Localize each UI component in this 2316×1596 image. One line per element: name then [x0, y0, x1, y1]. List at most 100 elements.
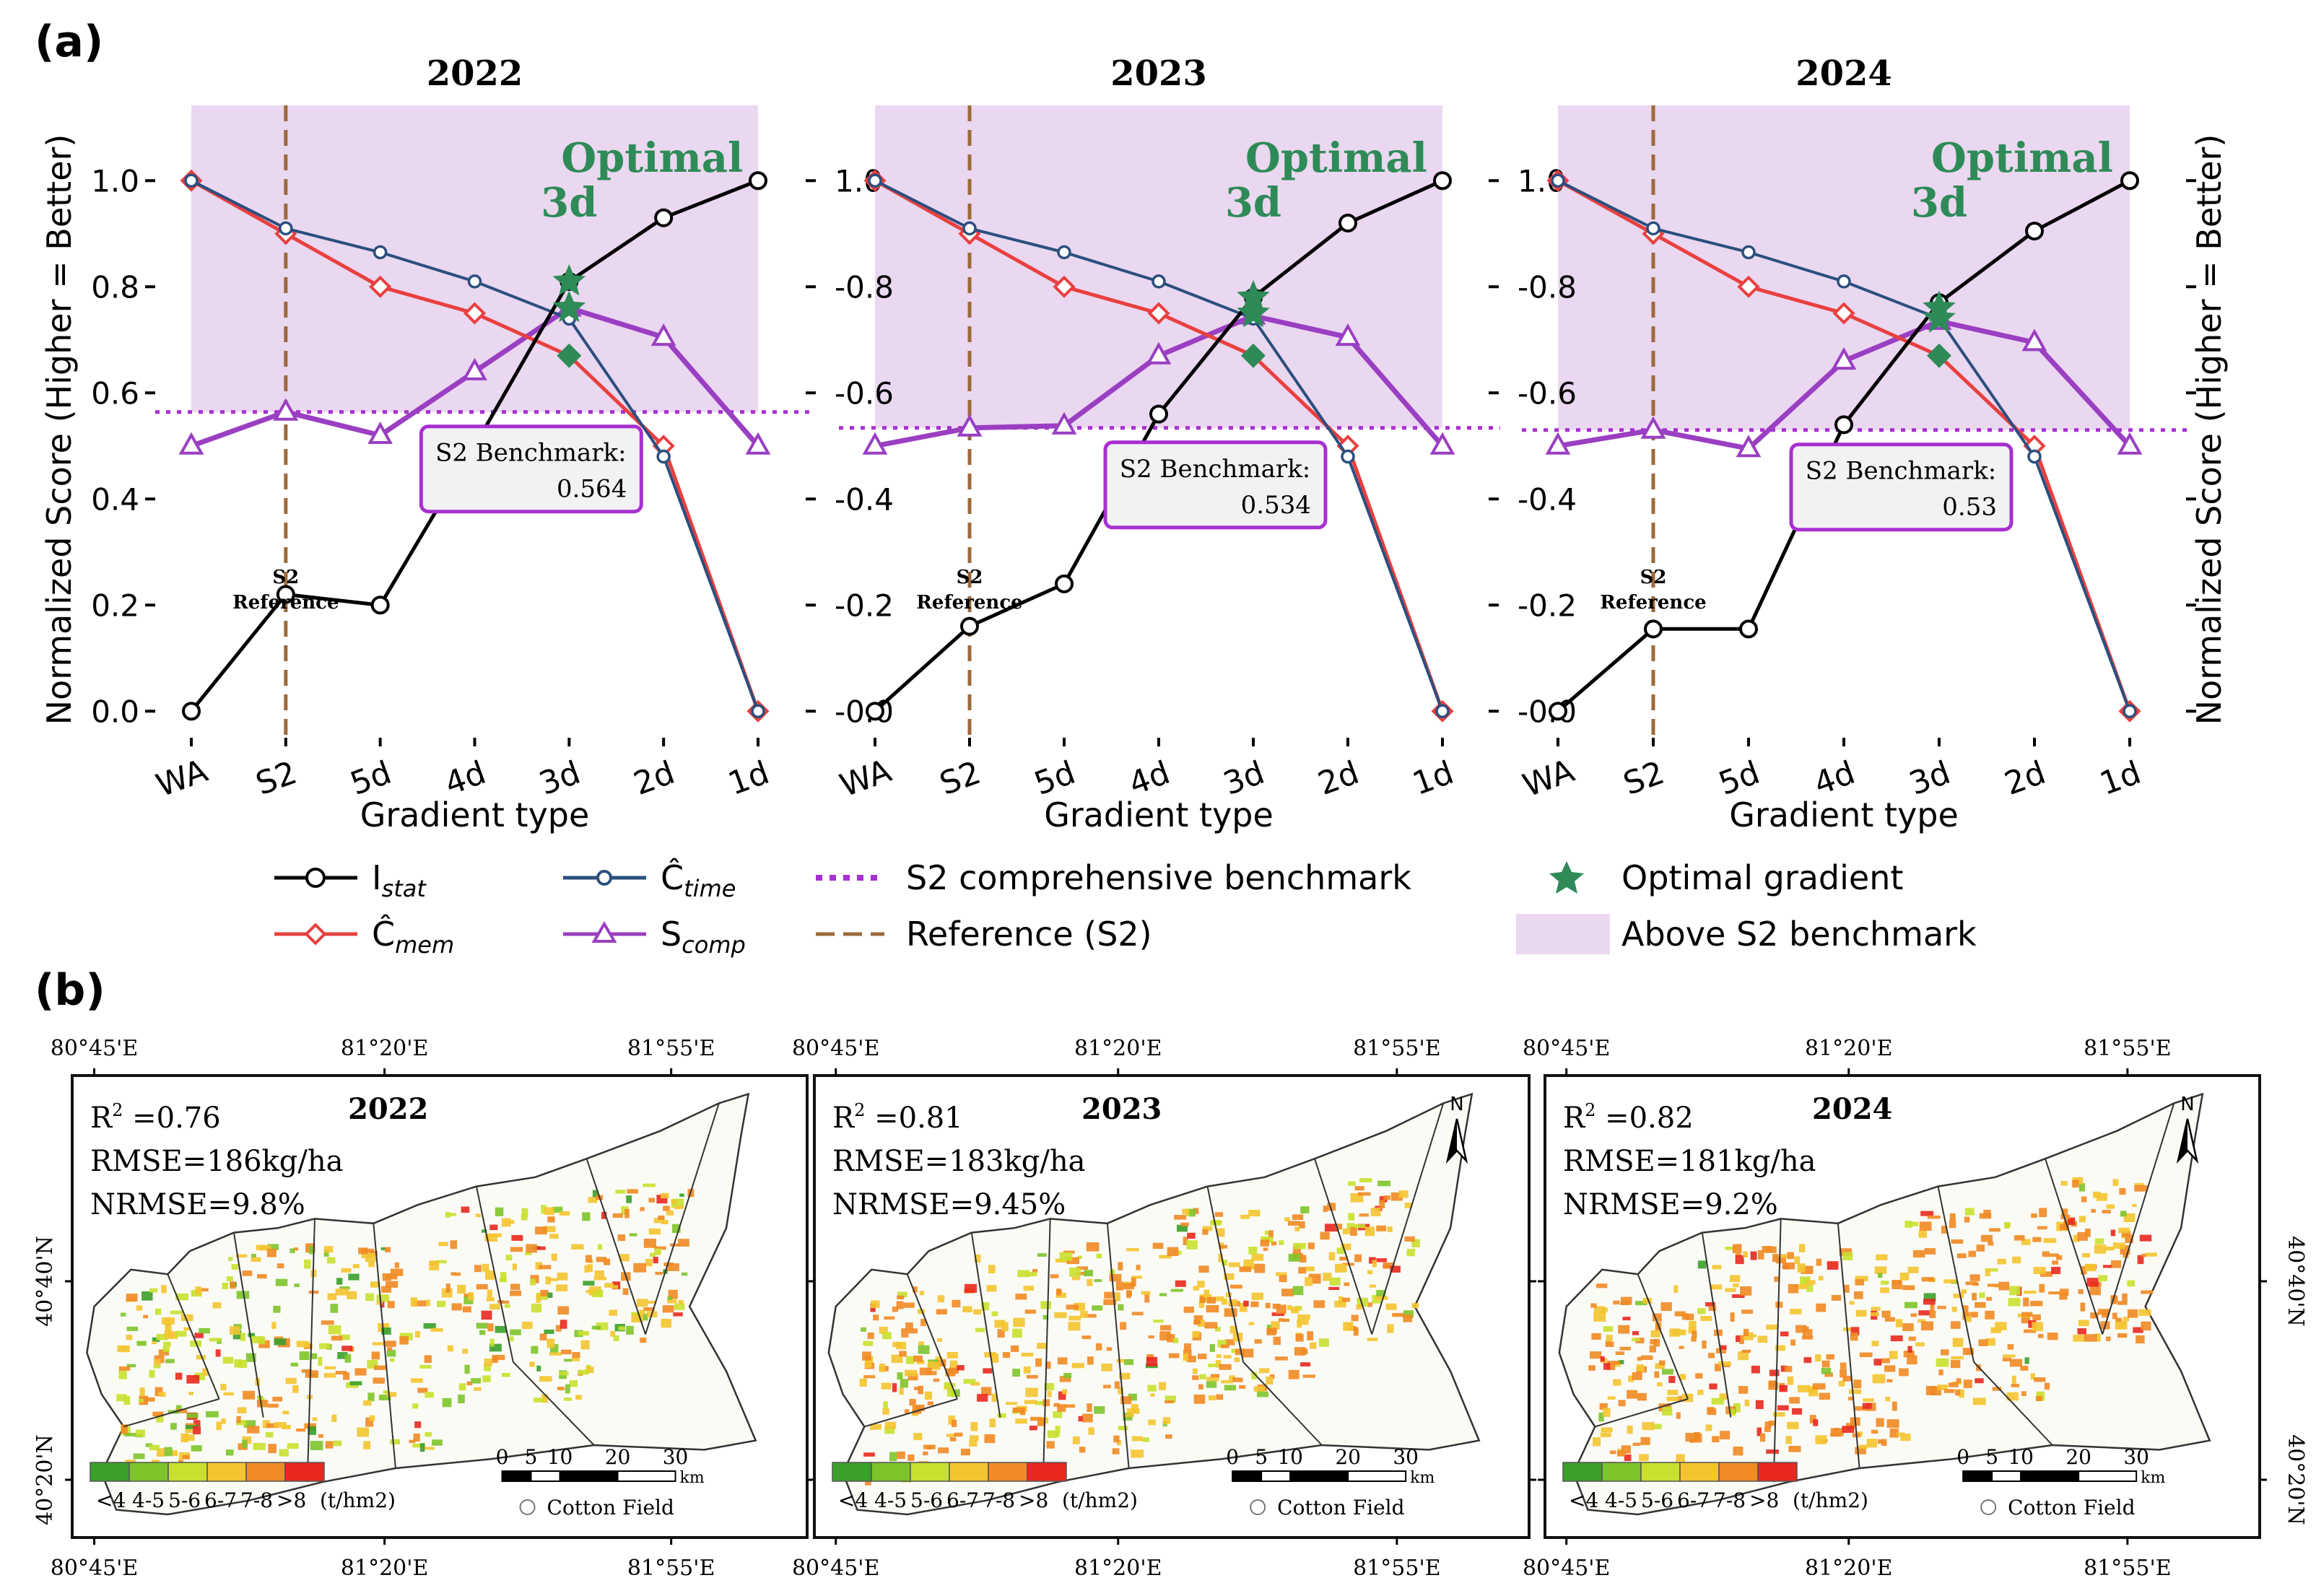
yield-pixel: [195, 1286, 202, 1295]
yield-pixel: [222, 1356, 234, 1364]
district-boundary: [1106, 1223, 1130, 1469]
yield-pixel: [1275, 1356, 1288, 1361]
yield-pixel: [1348, 1181, 1356, 1186]
legend-swatch: [1679, 1462, 1720, 1482]
cotton-field-icon: [1980, 1499, 1997, 1515]
yield-pixel: [442, 1397, 452, 1408]
yield-pixel: [1655, 1363, 1665, 1369]
yield-pixel: [1350, 1226, 1357, 1237]
yield-pixel: [1071, 1363, 1084, 1369]
yield-field-layer: [859, 1178, 1420, 1486]
yield-pixel: [2077, 1231, 2088, 1241]
yield-pixel: [1165, 1434, 1172, 1439]
reference-annotation-line2: Reference: [1600, 592, 1706, 614]
yield-pixel: [2077, 1328, 2086, 1335]
yield-pixel: [1150, 1393, 1155, 1397]
scale-bar-segment: [1232, 1470, 1263, 1482]
yield-pixel: [653, 1257, 658, 1264]
yield-pixel: [1056, 1288, 1061, 1296]
scale-tick-label: 5: [1255, 1445, 1268, 1469]
yield-pixel: [954, 1432, 963, 1437]
legend-swatch: [910, 1462, 950, 1482]
yield-pixel: [509, 1336, 514, 1342]
optimal-annotation-line1: Optimal: [1931, 134, 2113, 182]
yield-pixel: [2035, 1395, 2042, 1402]
yield-pixel: [267, 1244, 279, 1250]
yield-pixel: [1985, 1268, 1990, 1277]
yield-pixel: [1148, 1419, 1156, 1426]
yield-pixel: [542, 1226, 556, 1232]
yield-pixel: [371, 1351, 380, 1360]
yield-pixel: [539, 1333, 547, 1340]
yield-pixel: [2106, 1204, 2115, 1209]
yield-pixel: [277, 1263, 284, 1268]
yield-pixel: [560, 1320, 567, 1329]
yield-pixel: [1966, 1351, 1974, 1355]
yield-pixel: [986, 1285, 997, 1292]
yield-pixel: [1757, 1250, 1764, 1260]
yield-pixel: [1590, 1303, 1597, 1308]
yield-pixel: [1642, 1297, 1652, 1304]
yield-pixel: [1985, 1310, 1995, 1320]
yield-pixel: [175, 1408, 188, 1413]
yield-pixel: [1855, 1447, 1866, 1455]
x-tick-label: WA: [1518, 752, 1579, 804]
yield-pixel: [1096, 1253, 1102, 1259]
yield-pixel: [2082, 1252, 2090, 1257]
yield-pixel: [1598, 1412, 1604, 1422]
yield-pixel: [1606, 1363, 1616, 1371]
yield-pixel: [450, 1240, 458, 1250]
yield-pixel: [2039, 1208, 2047, 1218]
yield-pixel: [1298, 1267, 1307, 1274]
yield-pixel: [1223, 1355, 1232, 1359]
yield-pixel: [1192, 1368, 1198, 1374]
scale-tick-label: 5: [525, 1445, 538, 1469]
yield-pixel: [1743, 1332, 1754, 1340]
yield-pixel: [674, 1205, 684, 1209]
yield-pixel: [1824, 1372, 1833, 1377]
yield-pixel: [1769, 1369, 1780, 1377]
yield-pixel: [1266, 1376, 1274, 1385]
yield-pixel: [1731, 1294, 1745, 1299]
yield-pixel: [285, 1377, 297, 1384]
yield-pixel: [324, 1246, 334, 1253]
yield-pixel: [883, 1401, 889, 1409]
yield-pixel: [882, 1408, 889, 1415]
yield-pixel: [251, 1335, 264, 1343]
r2-text: R2 =0.76: [90, 1100, 221, 1135]
legend-c-time: Ĉtime: [563, 858, 736, 902]
scale-tick-label: 5: [1985, 1445, 1998, 1469]
yield-pixel: [1037, 1418, 1045, 1426]
yield-pixel: [645, 1258, 653, 1267]
yield-pixel: [2081, 1196, 2087, 1203]
yield-pixel: [1114, 1381, 1120, 1389]
yield-pixel: [1660, 1302, 1672, 1312]
yield-pixel: [2056, 1255, 2063, 1260]
legend-swatch: [871, 1462, 911, 1482]
yield-pixel: [952, 1419, 957, 1428]
yield-pixel: [1328, 1286, 1340, 1291]
yield-pixel: [564, 1397, 573, 1401]
yield-pixel: [1969, 1274, 1980, 1281]
yield-pixel: [1600, 1432, 1611, 1437]
yield-pixel: [1202, 1226, 1213, 1231]
yield-pixel: [1661, 1369, 1673, 1375]
yield-pixel: [1842, 1426, 1855, 1433]
yield-pixel: [1788, 1283, 1799, 1294]
yield-pixel: [1113, 1435, 1120, 1443]
yield-pixel: [2110, 1295, 2118, 1303]
yield-pixel: [457, 1284, 466, 1294]
lon-label-bottom: 81°20'E: [1805, 1556, 1893, 1581]
reference-annotation-line1: S2: [272, 567, 299, 588]
lon-label-top: 81°55'E: [2084, 1036, 2172, 1061]
yield-pixel: [989, 1418, 996, 1428]
yield-pixel: [905, 1369, 918, 1377]
yield-pixel: [1840, 1362, 1847, 1369]
series-point-i-stat: [182, 702, 201, 721]
yield-pixel: [199, 1327, 211, 1334]
yield-pixel: [991, 1393, 997, 1402]
yield-pixel: [188, 1392, 194, 1395]
yield-pixel: [1356, 1304, 1362, 1310]
yield-pixel: [1987, 1283, 1999, 1287]
yield-pixel: [1193, 1394, 1206, 1404]
